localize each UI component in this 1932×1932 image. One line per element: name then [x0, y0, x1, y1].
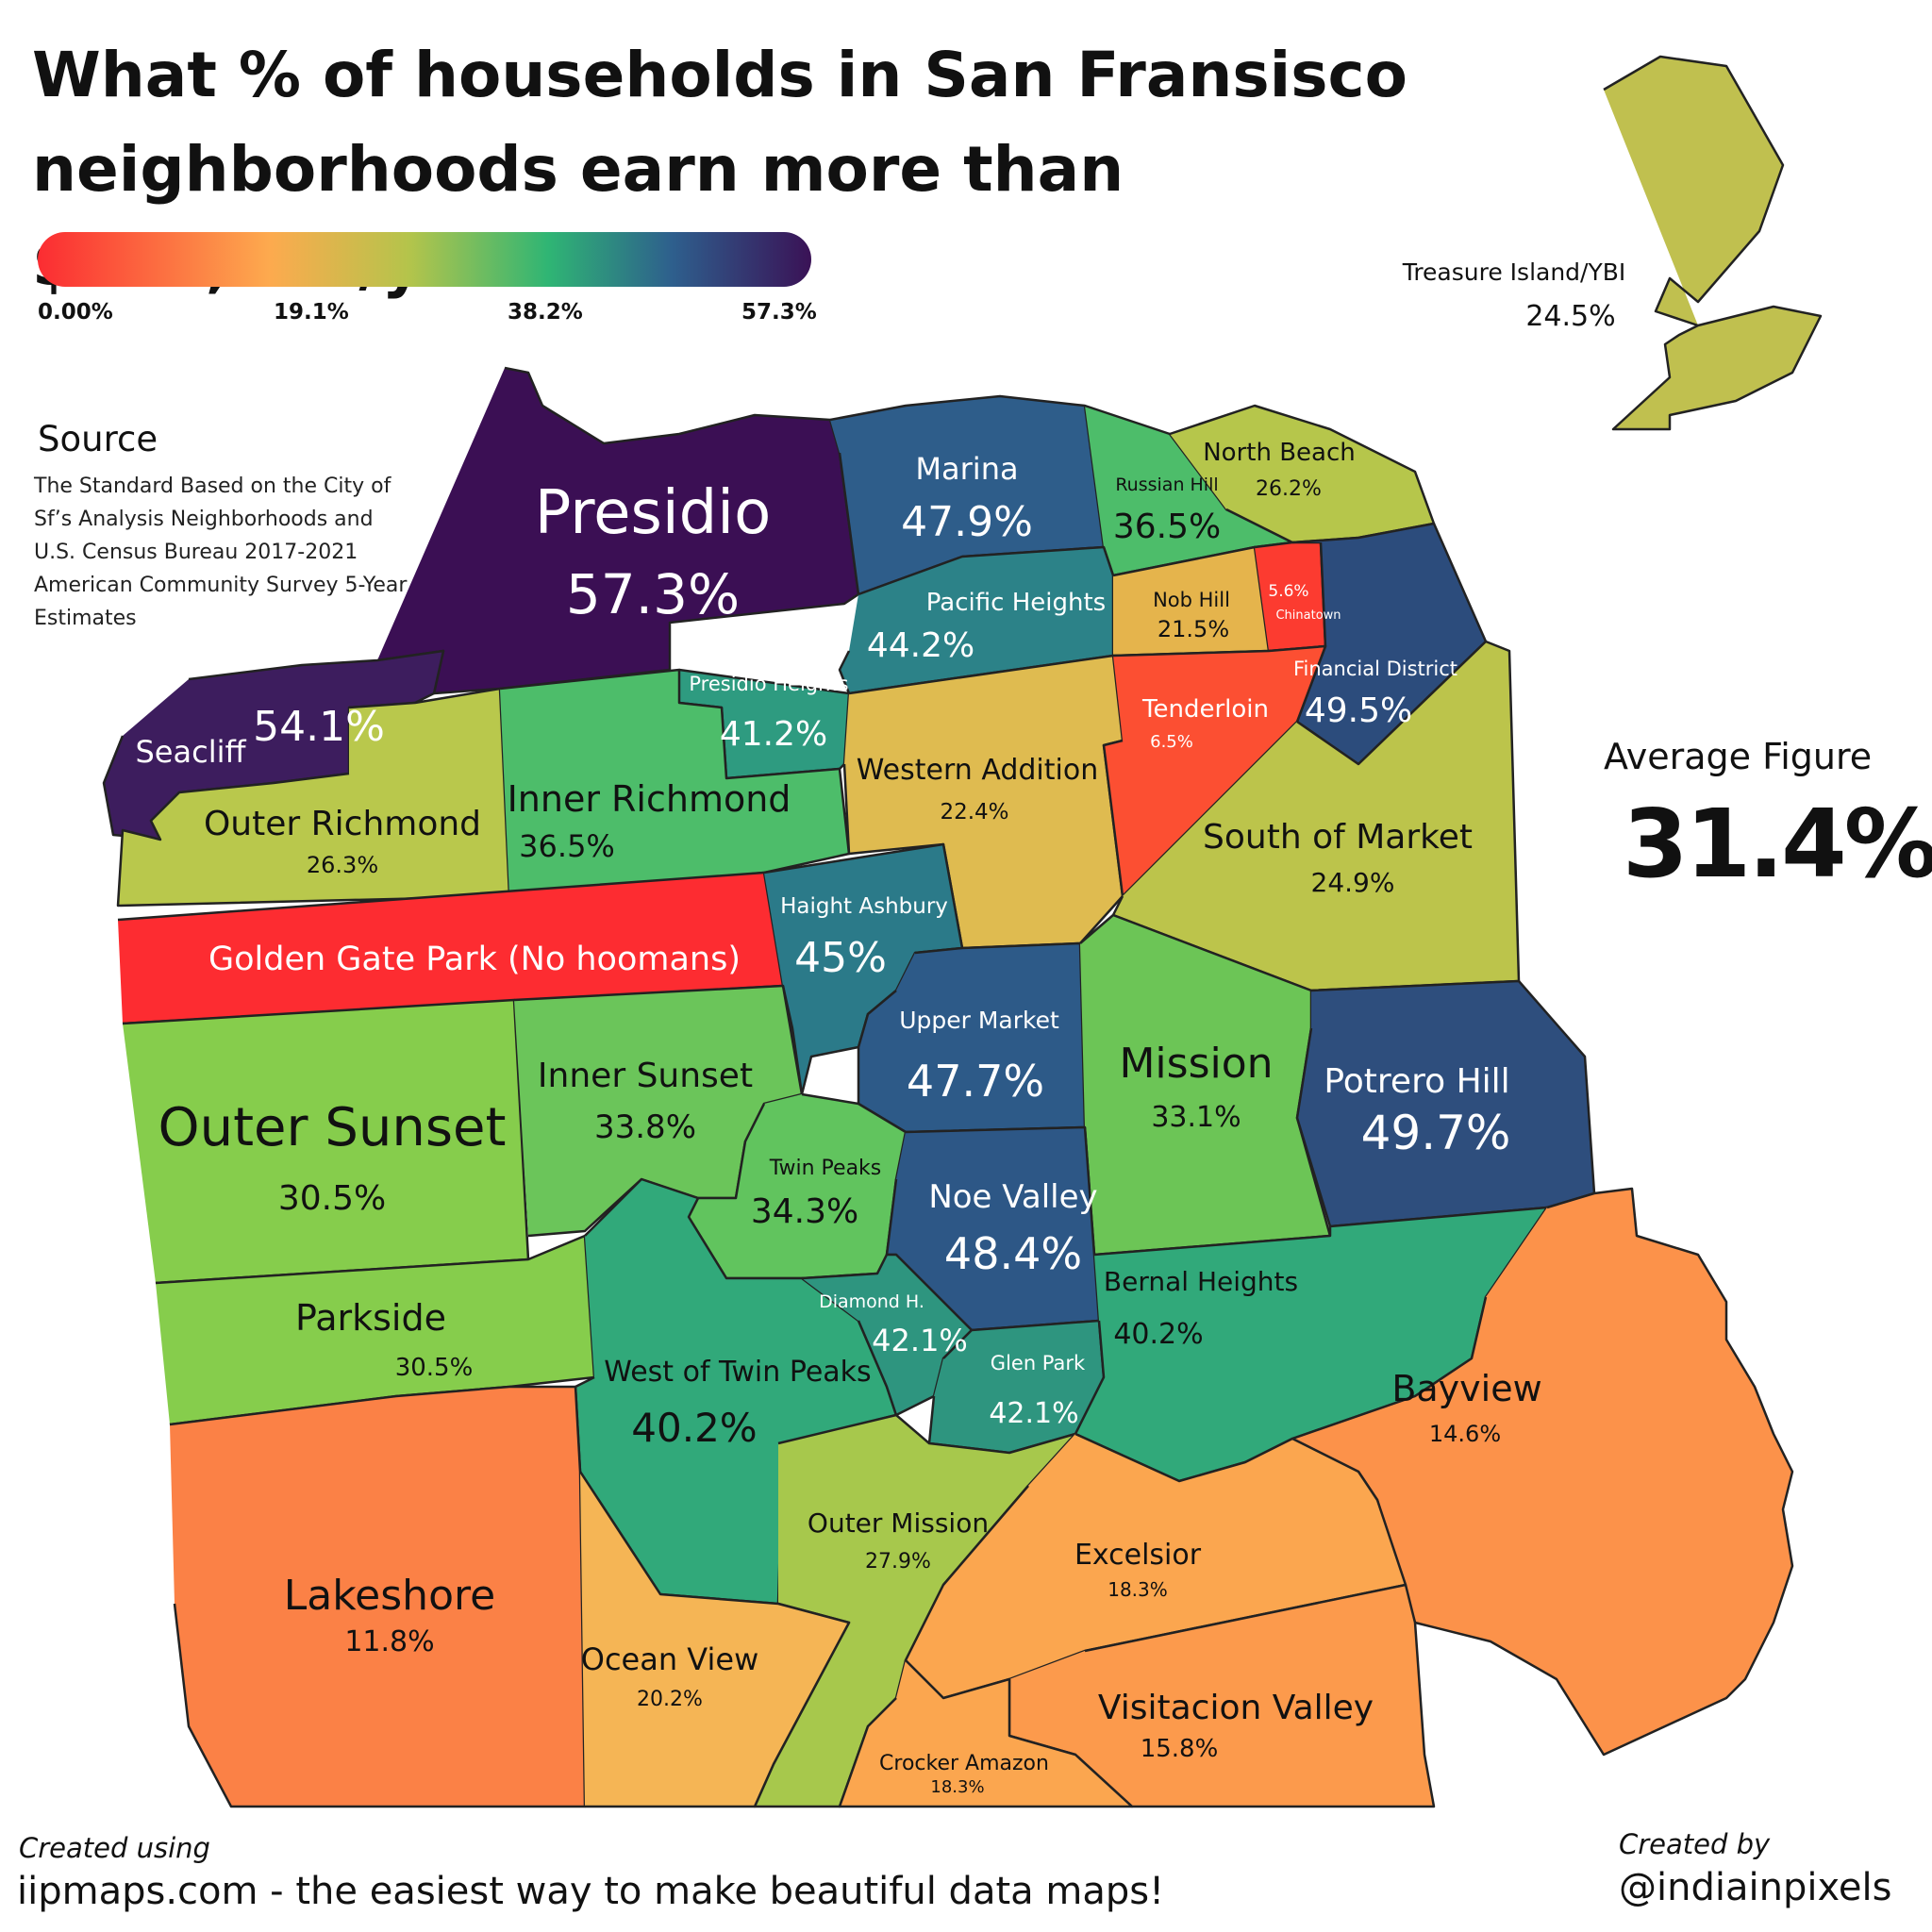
label-western-addition: Western Addition: [857, 754, 1098, 787]
label-twin-peaks: Twin Peaks: [769, 1157, 882, 1180]
region-inner-richmond: [499, 668, 851, 898]
label-excelsior: Excelsior: [1074, 1539, 1202, 1572]
label-outer-richmond: Outer Richmond: [204, 805, 481, 843]
value-crocker-amazon: 18.3%: [930, 1777, 984, 1797]
label-west-of-twin-peaks: West of Twin Peaks: [604, 1356, 871, 1389]
value-diamond-h: 42.1%: [872, 1323, 968, 1358]
label-treasure-island-ybi: Treasure Island/YBI: [1402, 258, 1626, 286]
value-bernal-heights: 40.2%: [1113, 1318, 1203, 1351]
value-north-beach: 26.2%: [1256, 477, 1322, 501]
region-potrero-hill: [1295, 979, 1596, 1228]
label-south-of-market: South of Market: [1203, 818, 1473, 857]
value-ocean-view: 20.2%: [637, 1688, 703, 1711]
value-outer-richmond: 26.3%: [307, 852, 378, 878]
value-treasure-island-ybi: 24.5%: [1525, 300, 1615, 333]
value-russian-hill: 36.5%: [1113, 508, 1221, 546]
footer-site-link[interactable]: iipmaps.com - the easiest way to make be…: [17, 1870, 1165, 1913]
footer-author[interactable]: @indiainpixels: [1619, 1866, 1892, 1909]
value-bayview: 14.6%: [1429, 1421, 1501, 1447]
label-inner-richmond: Inner Richmond: [508, 778, 791, 820]
label-visitacion-valley: Visitacion Valley: [1098, 1689, 1374, 1727]
value-marina: 47.9%: [901, 498, 1033, 546]
label-parkside: Parkside: [295, 1297, 446, 1339]
label-marina: Marina: [915, 451, 1018, 487]
legend-tick-max: 57.3%: [741, 300, 817, 325]
label-bayview: Bayview: [1391, 1368, 1541, 1409]
label-haight-ashbury: Haight Ashbury: [780, 894, 948, 919]
value-financial-district: 49.5%: [1305, 691, 1412, 730]
value-parkside: 30.5%: [395, 1354, 474, 1382]
label-presidio: Presidio: [535, 478, 771, 548]
map-title: What % of households in San Fransisco ne…: [32, 39, 1408, 300]
label-tenderloin: Tenderloin: [1141, 695, 1269, 724]
value-presidio: 57.3%: [566, 562, 740, 626]
value-lakeshore: 11.8%: [344, 1625, 434, 1658]
label-pacific-heights: Pacific Heights: [926, 589, 1106, 617]
value-pacific-heights: 44.2%: [867, 626, 974, 665]
value-western-addition: 22.4%: [940, 800, 1008, 824]
footer-created-using: Created using: [19, 1832, 210, 1864]
source-text: The Standard Based on the City of Sf’s A…: [34, 475, 408, 630]
label-ocean-view: Ocean View: [581, 1641, 758, 1677]
label-outer-sunset: Outer Sunset: [158, 1097, 507, 1158]
value-inner-richmond: 36.5%: [519, 828, 615, 864]
value-tenderloin: 6.5%: [1150, 732, 1193, 752]
value-noe-valley: 48.4%: [944, 1228, 1082, 1279]
label-diamond-h: Diamond H.: [819, 1291, 924, 1312]
label-crocker-amazon: Crocker Amazon: [879, 1752, 1049, 1775]
value-inner-sunset: 33.8%: [594, 1108, 696, 1146]
label-inner-sunset: Inner Sunset: [538, 1057, 753, 1095]
label-lakeshore: Lakeshore: [284, 1572, 495, 1620]
value-outer-sunset: 30.5%: [278, 1179, 386, 1218]
region-ocean-view: [578, 1471, 851, 1808]
average-value: 31.4%: [1623, 789, 1932, 899]
source-heading: Source: [38, 419, 158, 459]
value-haight-ashbury: 45%: [794, 934, 887, 982]
label-chinatown: Chinatown: [1275, 608, 1341, 623]
value-glen-park: 42.1%: [989, 1397, 1078, 1430]
value-south-of-market: 24.9%: [1311, 867, 1395, 898]
region-outer-richmond: [116, 687, 511, 908]
value-seacliff: 54.1%: [253, 703, 385, 751]
value-nob-hill: 21.5%: [1158, 616, 1229, 642]
label-bernal-heights: Bernal Heights: [1104, 1266, 1298, 1297]
label-golden-gate-park-no-hoomans: Golden Gate Park (No hoomans): [208, 941, 741, 978]
value-excelsior: 18.3%: [1108, 1578, 1168, 1601]
value-outer-mission: 27.9%: [865, 1550, 931, 1574]
region-treasure-island: [1603, 55, 1823, 431]
label-potrero-hill: Potrero Hill: [1324, 1062, 1509, 1101]
label-outer-mission: Outer Mission: [808, 1507, 989, 1539]
label-nob-hill: Nob Hill: [1153, 589, 1230, 611]
label-financial-district: Financial District: [1293, 658, 1457, 680]
label-presidio-heights: Presidio Heights: [689, 673, 848, 695]
value-presidio-heights: 41.2%: [720, 715, 827, 754]
color-scale-legend: [38, 232, 811, 287]
value-twin-peaks: 34.3%: [751, 1192, 858, 1231]
average-label: Average Figure: [1604, 736, 1873, 777]
legend-tick-2: 19.1%: [274, 300, 349, 325]
value-west-of-twin-peaks: 40.2%: [631, 1405, 757, 1451]
legend-tick-3: 38.2%: [508, 300, 583, 325]
label-russian-hill: Russian Hill: [1115, 475, 1218, 495]
value-chinatown: 5.6%: [1268, 582, 1308, 601]
label-mission: Mission: [1119, 1040, 1273, 1088]
label-glen-park: Glen Park: [991, 1352, 1086, 1374]
legend-tick-min: 0.00%: [38, 300, 113, 325]
value-mission: 33.1%: [1151, 1101, 1241, 1134]
label-noe-valley: Noe Valley: [928, 1178, 1097, 1216]
footer-created-by: Created by: [1619, 1828, 1771, 1860]
value-potrero-hill: 49.7%: [1361, 1106, 1511, 1160]
label-upper-market: Upper Market: [899, 1007, 1059, 1034]
label-seacliff: Seacliff: [135, 734, 246, 770]
value-upper-market: 47.7%: [907, 1056, 1044, 1107]
label-north-beach: North Beach: [1203, 439, 1356, 467]
region-crocker-amazon: [838, 1659, 1134, 1808]
value-visitacion-valley: 15.8%: [1141, 1735, 1219, 1763]
